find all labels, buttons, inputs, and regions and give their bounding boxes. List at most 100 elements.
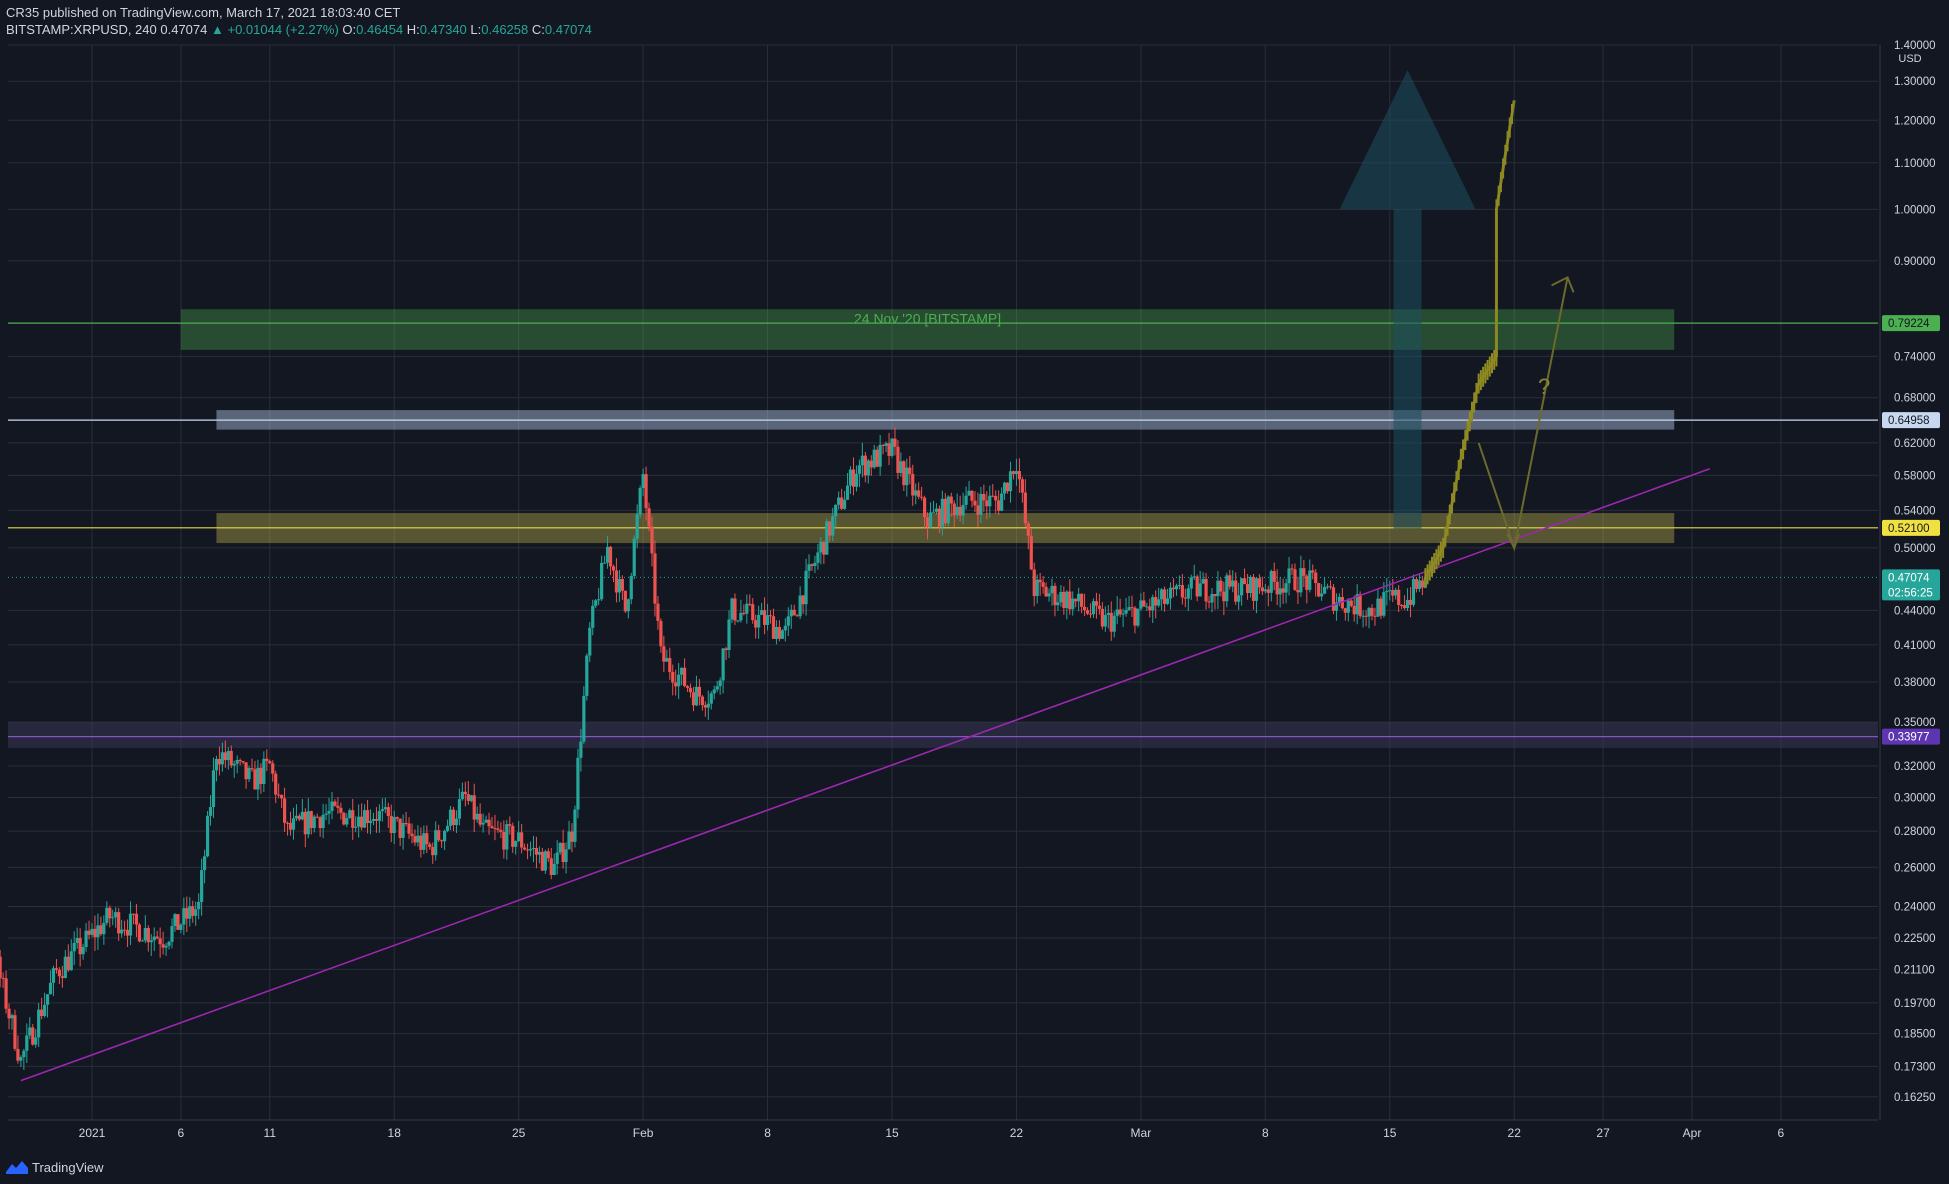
candle (801, 594, 805, 614)
candle (99, 916, 103, 937)
candle-body (525, 849, 530, 851)
x-tick-label: 27 (1596, 1126, 1610, 1140)
candle (765, 603, 770, 631)
candle-body (955, 506, 959, 516)
candle-body (567, 831, 571, 850)
candle (792, 604, 796, 616)
candle-body (845, 485, 850, 500)
candle-body (28, 1027, 32, 1036)
candle (499, 822, 503, 839)
candle (1254, 576, 1259, 614)
close-value: 0.47074 (544, 22, 592, 37)
candle-body (1091, 601, 1096, 615)
candle-body (783, 625, 787, 631)
candle-body (342, 812, 346, 825)
candle (629, 572, 633, 605)
candle-body (460, 791, 464, 800)
candle (602, 555, 607, 564)
candle-body (386, 807, 390, 816)
candle (1367, 606, 1371, 629)
candle-body (848, 469, 853, 486)
candle-body (985, 500, 989, 507)
candle (339, 802, 343, 820)
candle (810, 563, 814, 571)
candle-body (682, 667, 687, 687)
candle (1000, 487, 1004, 512)
candle-body (1002, 482, 1007, 494)
candle-body (1017, 471, 1022, 480)
candle (1091, 598, 1096, 618)
candle (117, 908, 121, 941)
candle (1400, 603, 1404, 610)
candle (10, 1013, 14, 1030)
candle-body (1103, 615, 1107, 627)
candle-body (200, 870, 204, 902)
candle (677, 663, 681, 700)
y-tick-label: 0.54000 (1894, 505, 1936, 517)
candle-body (1242, 578, 1247, 585)
candle-body (111, 917, 115, 919)
candle-body (751, 604, 755, 621)
candle-body (579, 741, 583, 758)
candle-body (727, 619, 731, 651)
candle-body (674, 682, 678, 687)
candle (644, 466, 648, 521)
candle-body (1222, 591, 1226, 602)
candle-body (754, 620, 758, 628)
candle-body (1074, 598, 1078, 602)
brand-label[interactable]: TradingView (32, 1159, 104, 1175)
candle (988, 485, 992, 518)
x-tick-label: 2021 (79, 1126, 106, 1140)
candle (90, 923, 94, 938)
candle-body (558, 843, 562, 853)
candle-body (140, 940, 144, 942)
candle-body (840, 497, 844, 509)
candle-body (534, 848, 539, 855)
candle (1237, 582, 1241, 610)
candle (1, 972, 5, 989)
candle (69, 939, 73, 971)
price-badge-bg (1882, 519, 1940, 536)
candle-body (905, 467, 909, 486)
candle (955, 493, 959, 520)
candle (188, 897, 192, 927)
y-tick-label: 0.68000 (1894, 393, 1936, 405)
candle (970, 490, 974, 508)
candle (345, 813, 349, 828)
candle (333, 799, 337, 807)
candle (42, 992, 47, 1018)
candle (425, 825, 429, 854)
low-value: 0.46258 (481, 22, 529, 37)
candle-body (99, 925, 103, 935)
price-badge-green: 0.79224 (1882, 315, 1940, 332)
candle (994, 490, 998, 514)
candle-body (662, 646, 666, 662)
symbol-label[interactable]: BITSTAMP:XRPUSD, 240 (6, 22, 157, 37)
candle-body (946, 496, 950, 524)
candle (238, 758, 242, 766)
candle-body (220, 752, 224, 765)
candle-body (1376, 598, 1380, 617)
candle (813, 555, 817, 574)
candle (60, 965, 64, 988)
candle-body (677, 674, 681, 687)
candle (1118, 598, 1122, 618)
candle (460, 782, 464, 801)
candle-body (1228, 575, 1232, 587)
candle (1142, 591, 1146, 607)
candle-body (78, 938, 82, 955)
x-tick-label: 11 (264, 1126, 277, 1140)
candle (641, 468, 645, 497)
candle (4, 970, 8, 1014)
candle (386, 802, 390, 828)
candle-body (1385, 591, 1389, 593)
candle-body (1160, 589, 1164, 600)
candle-body (336, 805, 340, 808)
chart-header: CR35 published on TradingView.com, March… (6, 4, 592, 40)
candle (262, 751, 266, 793)
candle (715, 680, 719, 693)
candle (235, 755, 239, 774)
candle (502, 820, 506, 859)
plot-area (8, 45, 1878, 1120)
